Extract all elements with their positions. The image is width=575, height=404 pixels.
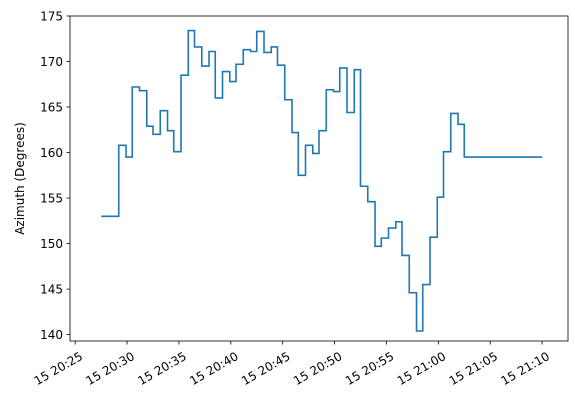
y-tick-label: 140 (40, 328, 63, 342)
y-tick-label: 165 (40, 100, 63, 114)
x-tick-label: 15 21:10 (498, 349, 551, 388)
x-tick-label: 15 20:30 (83, 349, 136, 388)
axes-frame (69, 15, 569, 342)
plot-area (101, 29, 543, 332)
x-tick-label: 15 20:25 (32, 349, 85, 388)
y-axis-label: Azimuth (Degrees) (13, 122, 27, 235)
y-tick-label: 145 (40, 282, 63, 296)
y-tick-label: 160 (40, 146, 63, 160)
x-tick-label: 15 20:55 (343, 349, 396, 388)
x-tick-label: 15 20:50 (291, 349, 344, 388)
x-tick-label: 15 20:35 (135, 349, 188, 388)
series-line (101, 29, 543, 332)
y-tick-label: 150 (40, 237, 63, 251)
x-tick-label: 15 21:00 (395, 349, 448, 388)
x-tick-label: 15 20:45 (239, 349, 292, 388)
x-tick-label: 15 20:40 (187, 349, 240, 388)
y-axis-ticks: 140 145 150 155 160 165 170 175 (40, 9, 70, 342)
y-tick-label: 155 (40, 191, 63, 205)
x-tick-label: 15 21:05 (447, 349, 500, 388)
y-tick-label: 175 (40, 9, 63, 23)
y-tick-label: 170 (40, 55, 63, 69)
